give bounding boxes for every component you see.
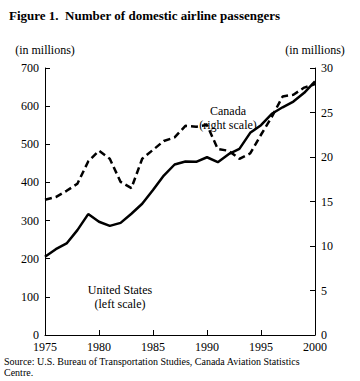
svg-text:(right scale): (right scale) [199,118,257,132]
svg-text:2000: 2000 [303,340,327,354]
svg-text:1985: 1985 [141,340,165,354]
svg-text:1990: 1990 [195,340,219,354]
svg-text:1995: 1995 [249,340,273,354]
svg-text:United States: United States [88,283,153,297]
svg-text:Centre.: Centre. [4,367,33,378]
svg-text:Canada: Canada [210,104,247,118]
svg-text:500: 500 [21,137,39,151]
svg-text:0: 0 [321,328,327,342]
svg-text:100: 100 [21,290,39,304]
svg-text:0: 0 [33,328,39,342]
svg-text:700: 700 [21,61,39,75]
svg-text:5: 5 [321,284,327,298]
svg-text:25: 25 [321,106,333,120]
svg-text:400: 400 [21,175,39,189]
svg-text:(left scale): (left scale) [95,297,146,311]
svg-text:(in millions): (in millions) [285,43,345,57]
svg-text:15: 15 [321,195,333,209]
svg-text:1980: 1980 [87,340,111,354]
svg-text:20: 20 [321,150,333,164]
svg-text:200: 200 [21,252,39,266]
svg-text:Source: U.S. Bureau of Transpo: Source: U.S. Bureau of Transportation St… [4,356,300,367]
svg-text:10: 10 [321,239,333,253]
svg-text:30: 30 [321,61,333,75]
svg-text:Figure 1. Number of domestic: Figure 1. Number of domestic airline pas… [9,8,280,23]
svg-text:1975: 1975 [33,340,57,354]
svg-text:300: 300 [21,214,39,228]
svg-text:(in millions): (in millions) [15,43,75,57]
svg-text:600: 600 [21,99,39,113]
